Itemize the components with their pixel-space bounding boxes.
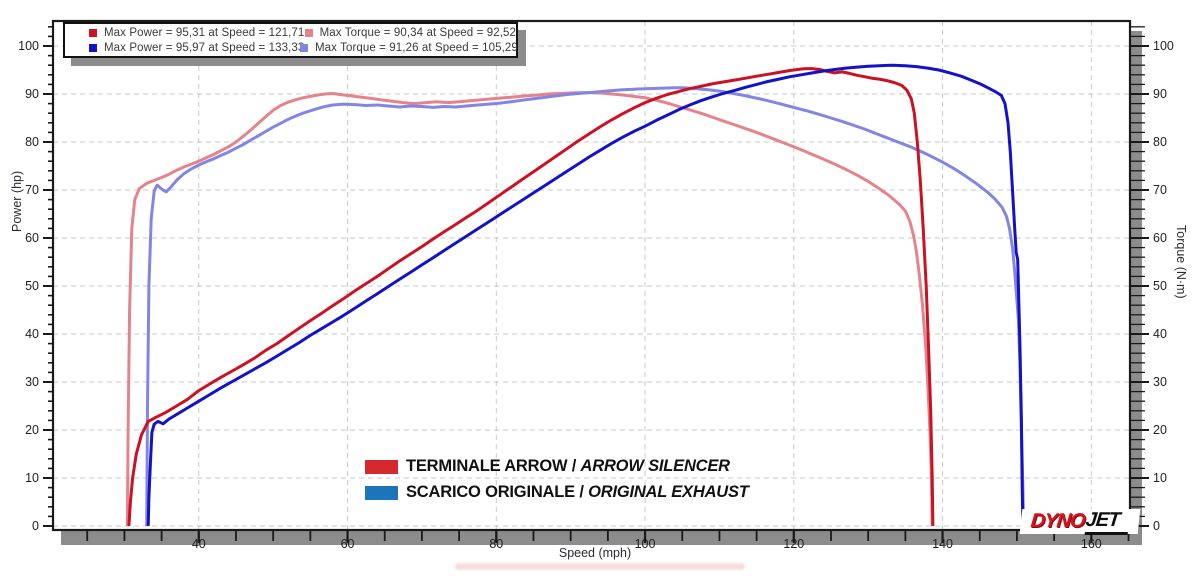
arrow-max-torque-label: Max Torque = 90,34 at Speed = 92,52: [319, 26, 516, 39]
curve-arrow_power: [127, 67, 935, 527]
arrow-power-marker-icon: [89, 28, 97, 37]
stock-power-marker-icon: [89, 43, 97, 52]
svg-text:60: 60: [25, 231, 39, 245]
legend-row-power: Max Power = 95,31 at Speed = 121,71 Max …: [89, 25, 516, 40]
arrow-silencer-row: TERMINALE ARROW / ARROW SILENCER: [365, 457, 749, 475]
dynojet-logo-jet: JET: [1084, 508, 1131, 535]
svg-text:0: 0: [32, 519, 39, 533]
svg-text:40: 40: [1153, 327, 1167, 341]
svg-text:100: 100: [18, 39, 39, 53]
svg-text:10: 10: [25, 471, 39, 485]
arrow-max-power-label: Max Power = 95,31 at Speed = 121,71: [104, 26, 305, 39]
svg-text:10: 10: [1153, 471, 1167, 485]
svg-text:20: 20: [1153, 423, 1167, 437]
svg-text:80: 80: [1153, 135, 1167, 149]
legend-row-power-stock: Max Power = 95,97 at Speed = 133,33 Max …: [89, 40, 518, 55]
svg-text:70: 70: [25, 183, 39, 197]
original-exhaust-label: SCARICO ORIGINALE / ORIGINAL EXHAUST: [406, 483, 749, 501]
curve-stock_power: [146, 63, 1025, 527]
max-values-legend: Max Power = 95,31 at Speed = 121,71 Max …: [63, 22, 518, 58]
arrow-silencer-swatch-icon: [365, 459, 398, 474]
dynojet-logo: DYNO JET: [1019, 508, 1141, 535]
svg-text:20: 20: [25, 423, 39, 437]
svg-text:70: 70: [1153, 183, 1167, 197]
curve-stock_torque: [145, 86, 1026, 527]
svg-text:100: 100: [1153, 39, 1174, 53]
svg-text:140: 140: [932, 537, 953, 551]
svg-text:120: 120: [783, 537, 804, 551]
arrow-torque-marker-icon: [304, 28, 313, 37]
stock-torque-marker-icon: [300, 43, 308, 52]
svg-text:50: 50: [1153, 279, 1167, 293]
svg-text:50: 50: [25, 279, 39, 293]
faint-watermark: [455, 563, 745, 570]
right-axis-title: Torque (N·m): [1174, 225, 1188, 299]
dynojet-logo-dyno: DYNO: [1029, 510, 1086, 532]
svg-text:80: 80: [25, 135, 39, 149]
svg-text:90: 90: [25, 87, 39, 101]
original-exhaust-swatch-icon: [365, 485, 398, 500]
svg-text:100: 100: [635, 537, 656, 551]
svg-text:80: 80: [489, 537, 503, 551]
svg-text:30: 30: [1153, 375, 1167, 389]
left-axis-title: Power (hp): [10, 170, 24, 232]
svg-text:30: 30: [25, 375, 39, 389]
stock-max-torque-label: Max Torque = 91,26 at Speed = 105,29: [315, 41, 518, 54]
svg-text:60: 60: [1153, 231, 1167, 245]
arrow-silencer-label: TERMINALE ARROW / ARROW SILENCER: [406, 457, 730, 475]
svg-text:60: 60: [341, 537, 355, 551]
svg-text:90: 90: [1153, 87, 1167, 101]
exhaust-config-legend: TERMINALE ARROW / ARROW SILENCER SCARICO…: [365, 457, 749, 510]
svg-text:0: 0: [1153, 519, 1160, 533]
x-axis-title: Speed (mph): [558, 546, 632, 560]
svg-text:40: 40: [25, 327, 39, 341]
svg-text:40: 40: [192, 537, 206, 551]
svg-text:160: 160: [1081, 537, 1102, 551]
original-exhaust-row: SCARICO ORIGINALE / ORIGINAL EXHAUST: [365, 483, 749, 501]
stock-max-power-label: Max Power = 95,97 at Speed = 133,33: [104, 41, 305, 54]
curve-arrow_torque: [125, 91, 934, 527]
